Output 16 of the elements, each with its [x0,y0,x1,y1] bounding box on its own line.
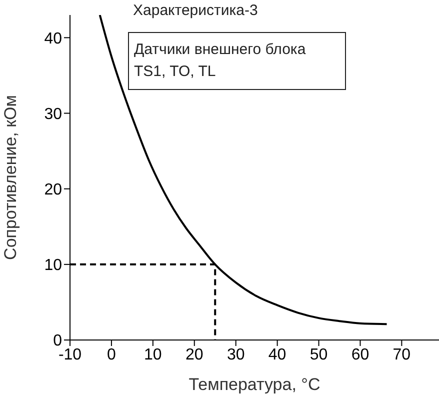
y-axis-title: Сопротивление, кОм [1,95,20,260]
annotation: Характеристика-3 [133,2,258,19]
x-axis-title: Температура, °C [188,375,320,394]
x-tick-label: 30 [226,346,245,364]
y-tick-label: 30 [44,106,62,123]
x-tick-label: 10 [144,346,162,364]
text-box: Датчики внешнего блока TS1, TO, TL [128,32,346,90]
y-tick-label: 40 [44,30,62,48]
x-tick-label: 20 [185,346,204,364]
x-tick-label: 0 [107,346,116,364]
y-tick-label: 20 [44,182,62,199]
y-tick-label: 10 [44,257,62,274]
x-tick-label: 60 [351,346,370,364]
x-tick-label: 70 [392,346,411,364]
x-tick-label: 40 [268,346,286,364]
x-tick-label: 50 [310,346,328,364]
